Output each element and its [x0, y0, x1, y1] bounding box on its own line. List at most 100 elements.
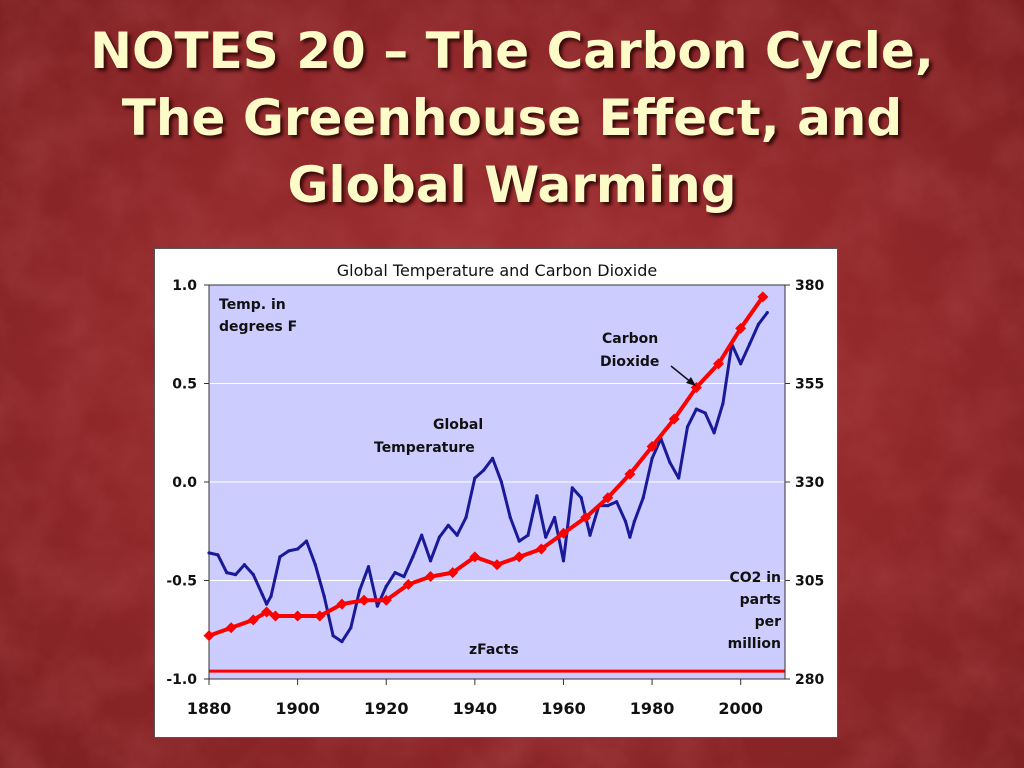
- left-tick-label: -1.0: [166, 672, 197, 688]
- temperature-point: [287, 549, 291, 553]
- temperature-point: [233, 572, 238, 577]
- temperature-point: [384, 584, 388, 589]
- right-tick-label: 330: [795, 475, 824, 491]
- left-tick-label: 1.0: [172, 278, 197, 294]
- temperature-point: [588, 533, 592, 537]
- temperature-point: [570, 486, 574, 490]
- slide-title: NOTES 20 – The Carbon Cycle, The Greenho…: [40, 18, 984, 219]
- temperature-point: [296, 547, 300, 551]
- slide-title-line-1: NOTES 20 – The Carbon Cycle,: [90, 22, 934, 80]
- temperature-point: [526, 533, 530, 537]
- right-tick-label: 380: [795, 278, 824, 294]
- temperature-point: [685, 425, 690, 429]
- temperature-point: [579, 496, 583, 500]
- co2-point: [602, 492, 614, 504]
- temperature-point: [628, 535, 632, 539]
- axis-ticks: 1.0 0.5 0.0 -0.5 -1.0 380 355 330 305 280 1880 1900…: [166, 278, 824, 718]
- x-tick-label: 1980: [630, 699, 675, 718]
- temperature-point: [216, 553, 220, 557]
- co2-point: [380, 594, 392, 606]
- temperature-point: [207, 551, 211, 555]
- temperature-point: [561, 559, 566, 563]
- co2-point: [557, 527, 569, 539]
- temperature-point: [473, 476, 477, 480]
- temperature-point: [650, 456, 654, 460]
- co2-point: [469, 551, 481, 563]
- x-tick-label: 1940: [453, 699, 498, 718]
- temperature-point: [677, 476, 681, 480]
- x-tick-label: 1920: [364, 699, 409, 718]
- temperature-annotation-line-1: Global: [433, 417, 483, 433]
- temperature-point: [623, 519, 628, 523]
- co2-point: [358, 594, 370, 606]
- temperature-point: [517, 539, 521, 543]
- co2-point: [269, 610, 281, 622]
- temperature-point: [428, 559, 433, 563]
- temperature-point: [632, 519, 636, 523]
- left-tick-label: 0.0: [172, 475, 197, 491]
- co2-point: [247, 614, 259, 626]
- source-label: zFacts: [469, 642, 519, 658]
- temperature-point: [455, 533, 459, 537]
- temperature-point: [269, 594, 273, 598]
- co2-point: [735, 322, 747, 334]
- co2-point: [580, 511, 592, 523]
- left-axis-label-line-1: Temp. in: [219, 297, 286, 313]
- temperature-co2-chart: 1.0 0.5 0.0 -0.5 -1.0 380 355 330 305 280 1880 1900…: [166, 261, 824, 718]
- x-tick-label: 2000: [718, 699, 763, 718]
- co2-point: [314, 610, 326, 622]
- right-axis-label-line-2: parts: [740, 592, 781, 608]
- right-tick-label: 355: [795, 377, 824, 393]
- temperature-point: [703, 411, 707, 415]
- temperature-point: [464, 515, 468, 520]
- right-axis-label-line-4: million: [728, 636, 781, 652]
- co2-annotation-arrow: [670, 365, 696, 386]
- temperature-point: [375, 604, 379, 608]
- left-axis-label-line-2: degrees F: [219, 319, 297, 335]
- temperature-annotation-line-2: Temperature: [374, 440, 475, 456]
- temperature-point: [756, 322, 761, 326]
- right-axis-label-line-3: per: [755, 614, 782, 630]
- slide-title-line-3: Global Warming: [287, 156, 737, 214]
- chart-panel: 1.0 0.5 0.0 -0.5 -1.0 380 355 330 305 280 1880 1900…: [154, 248, 838, 738]
- temperature-point: [499, 480, 504, 484]
- temperature-point: [482, 468, 486, 472]
- co2-point: [425, 571, 437, 583]
- co2-point: [535, 543, 547, 555]
- co2-point: [203, 630, 215, 642]
- temperature-point: [260, 592, 264, 596]
- temperature-point: [535, 494, 539, 498]
- temperature-point: [402, 574, 406, 579]
- temperature-point: [340, 639, 344, 644]
- temperature-point: [606, 504, 610, 508]
- temperature-point: [721, 401, 725, 405]
- co2-point: [624, 468, 636, 480]
- co2-point: [513, 551, 525, 563]
- temperature-point: [615, 500, 619, 504]
- temperature-point: [437, 535, 441, 539]
- co2-point: [402, 578, 414, 590]
- co2-point: [646, 441, 658, 453]
- co2-point: [225, 622, 237, 634]
- temperature-point: [331, 634, 335, 638]
- temperature-point: [765, 310, 769, 315]
- temperature-point: [349, 626, 353, 630]
- co2-point: [713, 358, 725, 370]
- co2-series: [203, 291, 769, 642]
- temperature-point: [739, 362, 743, 366]
- temperature-point: [747, 342, 752, 346]
- temperature-point: [553, 515, 557, 520]
- left-tick-label: 0.5: [172, 377, 197, 393]
- x-tick-label: 1960: [541, 699, 586, 718]
- temperature-point: [508, 515, 512, 520]
- temperature-point: [490, 456, 495, 460]
- temperature-point: [366, 565, 371, 569]
- right-axis-label-line-1: CO2 in: [729, 570, 781, 586]
- right-tick-label: 305: [795, 574, 824, 590]
- temperature-point: [313, 563, 317, 567]
- co2-annotation-line-1: Carbon: [602, 331, 658, 347]
- co2-annotation-line-2: Dioxide: [600, 354, 659, 370]
- temperature-point: [265, 602, 269, 606]
- co2-point: [668, 413, 680, 425]
- temperature-point: [322, 594, 326, 598]
